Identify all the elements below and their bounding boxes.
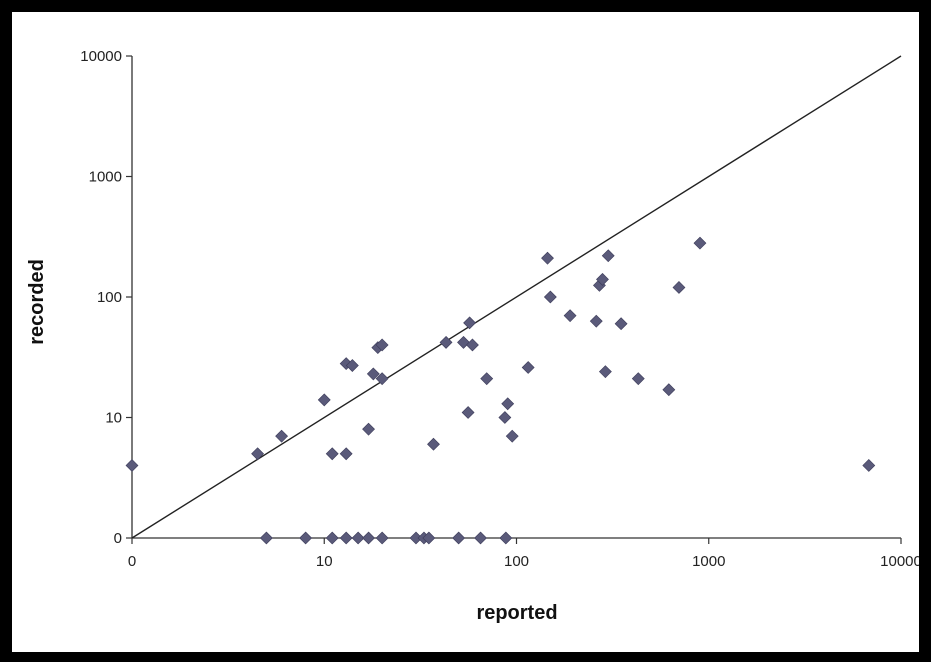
data-point: [375, 338, 389, 352]
data-point: [501, 397, 515, 411]
y-tick-label: 10000: [80, 48, 122, 65]
data-point: [452, 531, 466, 545]
data-point: [589, 314, 603, 328]
x-axis-title: reported: [476, 602, 557, 624]
data-point: [631, 372, 645, 386]
data-point: [259, 531, 273, 545]
data-point: [480, 372, 494, 386]
data-point: [317, 393, 331, 407]
x-tick-label: 1000: [692, 553, 725, 570]
y-tick-label: 10: [105, 410, 122, 427]
data-point: [463, 316, 476, 330]
data-point: [299, 531, 313, 545]
data-point: [339, 531, 353, 545]
data-point: [499, 531, 513, 545]
data-point: [598, 365, 612, 379]
y-axis-title: recorded: [26, 259, 48, 345]
data-point: [662, 383, 676, 397]
data-point: [672, 281, 686, 294]
data-point: [325, 531, 339, 545]
data-point: [325, 447, 339, 461]
data-point: [362, 531, 375, 545]
data-point: [693, 236, 707, 250]
data-point: [351, 531, 365, 545]
data-point: [375, 531, 389, 545]
data-point: [345, 359, 359, 372]
data-point: [521, 361, 535, 374]
x-tick-label: 0: [128, 553, 136, 570]
data-point: [339, 447, 353, 461]
data-point: [505, 429, 519, 443]
x-tick-label: 10: [316, 553, 333, 570]
reference-line: [131, 55, 902, 539]
data-point: [596, 272, 609, 286]
chart-frame: 0 10 100 1000 10000 0 10 100 1000 10000 reported …: [12, 12, 919, 652]
y-tick-label: 100: [97, 289, 122, 306]
y-tick-label: 0: [114, 530, 122, 547]
data-point: [498, 411, 512, 424]
data-point: [366, 367, 380, 381]
data-point: [862, 459, 876, 472]
data-point: [275, 429, 289, 443]
data-point: [362, 422, 375, 436]
data-point: [461, 406, 475, 419]
data-point: [474, 531, 487, 545]
data-point: [422, 531, 436, 545]
x-tick-label: 10000: [880, 553, 919, 570]
data-point: [466, 338, 479, 352]
data-point: [439, 335, 453, 349]
x-tick-label: 100: [504, 553, 529, 570]
data-point: [375, 372, 389, 386]
data-point: [563, 309, 577, 323]
y-tick-label: 1000: [89, 169, 122, 186]
data-point: [543, 290, 557, 304]
data-point: [125, 459, 139, 472]
data-point: [541, 251, 554, 265]
data-point: [601, 249, 615, 263]
data-point: [251, 447, 265, 461]
data-point: [614, 317, 628, 331]
data-point: [427, 437, 440, 451]
